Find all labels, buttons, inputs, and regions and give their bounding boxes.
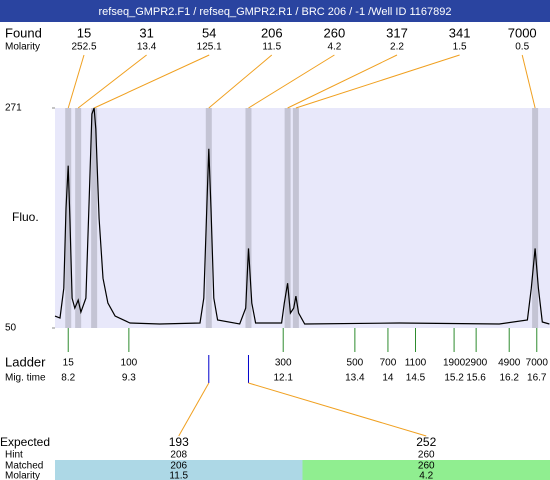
ladder-mig-time: 15.6 xyxy=(466,373,486,384)
ladder-size: 300 xyxy=(275,358,292,369)
found-label: Found xyxy=(5,25,42,40)
ladder-mig-time: 9.3 xyxy=(122,373,136,384)
expected-expected: 252 xyxy=(416,435,436,449)
peak-band xyxy=(292,108,299,328)
expected-row-label: Matched xyxy=(5,461,43,472)
peak-band xyxy=(205,108,212,328)
found-connector xyxy=(208,54,273,109)
found-connector xyxy=(67,54,85,109)
ladder-mig-time: 15.2 xyxy=(444,373,464,384)
y-axis-label: Fluo. xyxy=(12,210,39,224)
ladder-size: 4900 xyxy=(498,358,521,369)
expected-row-label: Hint xyxy=(5,450,23,461)
expected-expected: 193 xyxy=(169,435,189,449)
found-size: 7000 xyxy=(508,25,537,40)
expected-hint: 260 xyxy=(418,450,435,461)
match-connector xyxy=(248,382,427,437)
match-connector xyxy=(178,382,210,437)
ladder-mig-time: 14 xyxy=(382,373,394,384)
found-connector xyxy=(248,54,335,109)
trace xyxy=(54,107,550,325)
ladder-size: 7000 xyxy=(526,358,549,369)
found-connector xyxy=(287,54,398,109)
ladder-size: 1900 xyxy=(443,358,466,369)
chart-title: refseq_GMPR2.F1 / refseq_GMPR2.R1 / BRC … xyxy=(99,6,452,18)
ladder-size: 100 xyxy=(121,358,138,369)
found-connector xyxy=(521,54,536,109)
ladder-size: 15 xyxy=(63,358,75,369)
ladder-mig-time: 8.2 xyxy=(61,373,75,384)
ladder-label: Ladder xyxy=(5,354,46,369)
found-connector xyxy=(295,54,460,109)
found-size: 341 xyxy=(449,25,471,40)
ladder-mig-time: 14.5 xyxy=(406,373,426,384)
found-molarity: 1.5 xyxy=(453,42,467,53)
found-size: 54 xyxy=(202,25,216,40)
expected-matched: 206 xyxy=(170,461,187,472)
ladder-mig-time: 16.7 xyxy=(527,373,547,384)
y-tick-label: 50 xyxy=(5,323,17,334)
match-background xyxy=(55,460,303,480)
found-size: 260 xyxy=(324,25,346,40)
mig-time-label: Mig. time xyxy=(5,373,46,384)
ladder-size: 1100 xyxy=(405,358,427,369)
ladder-size: 500 xyxy=(347,358,364,369)
peak-band xyxy=(91,108,98,328)
ladder-mig-time: 16.2 xyxy=(499,373,519,384)
expected-molarity: 11.5 xyxy=(169,471,188,480)
peak-band xyxy=(532,108,539,328)
found-size: 31 xyxy=(139,25,153,40)
found-molarity: 0.5 xyxy=(515,42,529,53)
peak-band xyxy=(65,108,72,328)
found-molarity: 13.4 xyxy=(137,42,157,53)
found-molarity: 2.2 xyxy=(390,42,404,53)
expected-matched: 260 xyxy=(418,461,435,472)
found-size: 15 xyxy=(77,25,91,40)
ladder-mig-time: 12.1 xyxy=(273,373,293,384)
found-molarity: 4.2 xyxy=(327,42,341,53)
expected-hint: 208 xyxy=(170,450,187,461)
peak-band xyxy=(284,108,291,328)
expected-molarity: 4.2 xyxy=(419,471,433,480)
peak-band xyxy=(75,108,82,328)
found-molarity: 252.5 xyxy=(71,42,96,53)
plot-area xyxy=(55,108,550,328)
ladder-size: 700 xyxy=(380,358,397,369)
found-connector xyxy=(77,54,147,109)
ladder-size: 2900 xyxy=(465,358,488,369)
match-background xyxy=(302,460,550,480)
title-bar xyxy=(0,0,550,22)
expected-row-label: Expected xyxy=(0,435,50,449)
found-size: 206 xyxy=(261,25,283,40)
found-molarity: 125.1 xyxy=(197,42,222,53)
peak-band xyxy=(245,108,252,328)
y-tick-label: 271 xyxy=(5,103,22,114)
ladder-mig-time: 13.4 xyxy=(345,373,365,384)
found-molarity: 11.5 xyxy=(262,42,281,53)
found-connector xyxy=(93,54,210,109)
expected-row-label: Molarity xyxy=(5,471,40,480)
found-size: 317 xyxy=(386,25,408,40)
found-molarity-label: Molarity xyxy=(5,42,40,53)
